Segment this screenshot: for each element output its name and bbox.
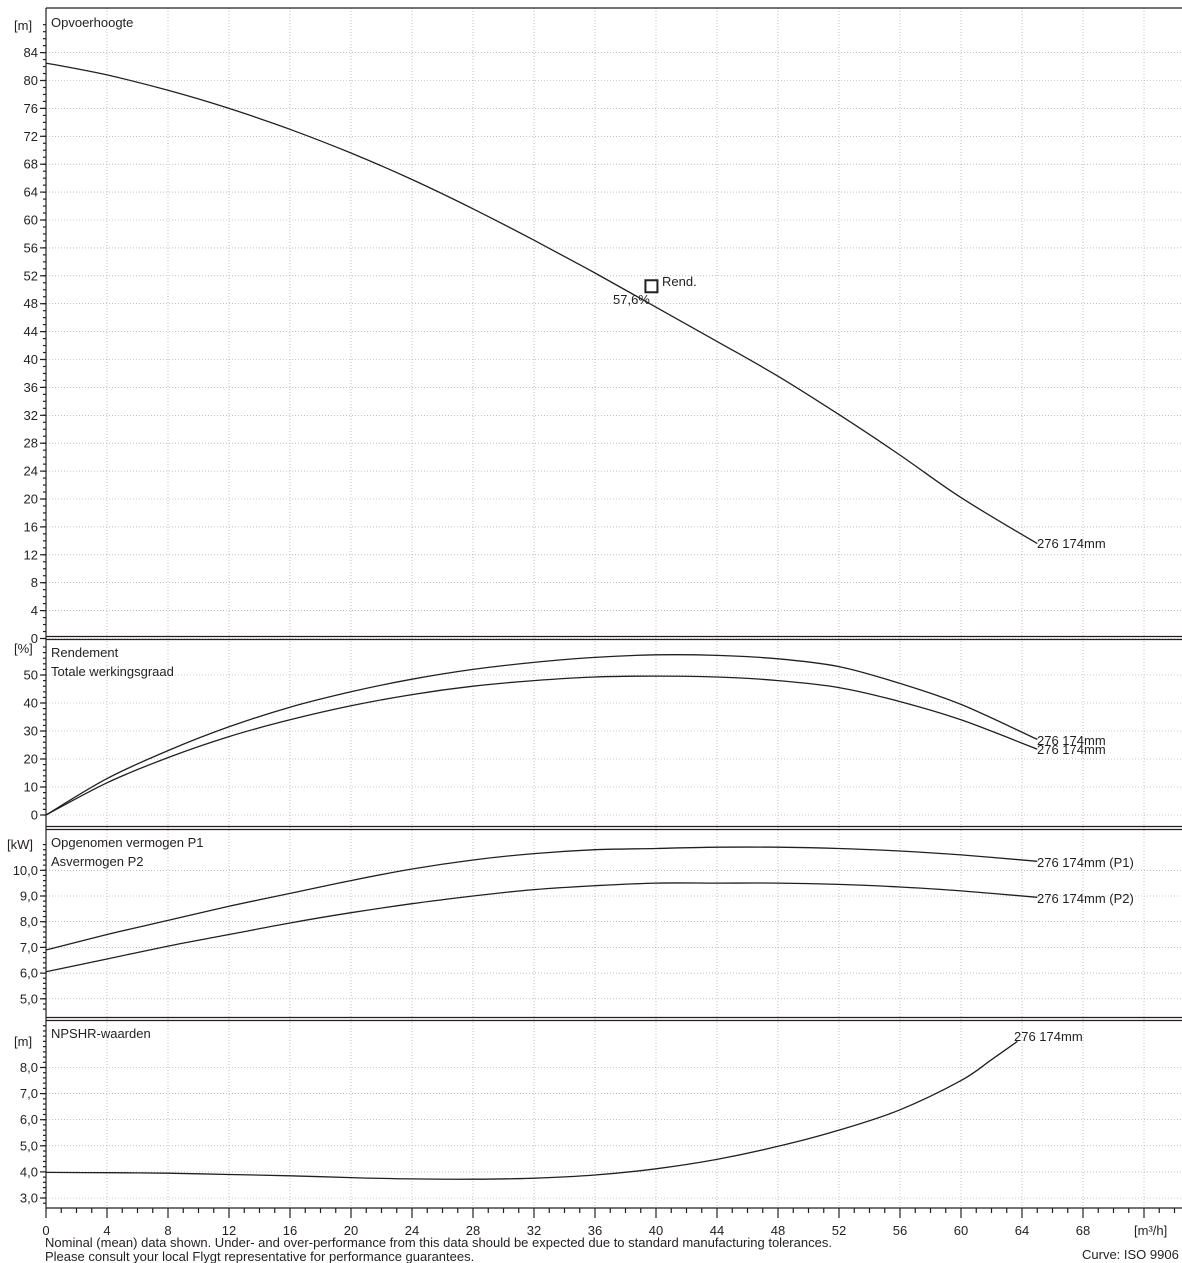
x-tick-label: 12 [222, 1223, 236, 1238]
y-tick-label: 3,0 [20, 1191, 38, 1206]
x-tick-label: 20 [344, 1223, 358, 1238]
y-tick-label: 32 [24, 408, 38, 423]
series-line [45, 675, 1038, 816]
y-tick-label: 4,0 [20, 1164, 38, 1179]
operating-point-value: 57,6% [613, 292, 650, 307]
footnote-line-2: Please consult your local Flygt represen… [45, 1249, 474, 1263]
y-unit-npshr: [m] [14, 1034, 32, 1049]
x-tick-label: 0 [42, 1223, 49, 1238]
x-tick-label: 32 [527, 1223, 541, 1238]
panel-title-power: Opgenomen vermogen P1 [51, 835, 203, 850]
y-tick-label: 12 [24, 547, 38, 562]
panel-subtitle-power: Asvermogen P2 [51, 854, 144, 869]
y-tick-label: 50 [24, 668, 38, 683]
operating-point-label: Rend. [662, 274, 697, 289]
y-tick-label: 6,0 [20, 966, 38, 981]
y-tick-label: 64 [24, 185, 38, 200]
y-tick-label: 9,0 [20, 889, 38, 904]
x-tick-label: 68 [1076, 1223, 1090, 1238]
y-unit-power: [kW] [7, 837, 33, 852]
y-tick-label: 6,0 [20, 1112, 38, 1127]
y-tick-label: 48 [24, 296, 38, 311]
x-tick-label: 36 [588, 1223, 602, 1238]
y-tick-label: 5,0 [20, 991, 38, 1006]
series-line [45, 654, 1038, 816]
x-tick-label: 40 [649, 1223, 663, 1238]
x-tick-label: 16 [283, 1223, 297, 1238]
y-tick-label: 10 [24, 780, 38, 795]
series-label-power-p1: 276 174mm (P1) [1037, 855, 1134, 870]
y-tick-label: 68 [24, 157, 38, 172]
panel-subtitle-efficiency: Totale werkingsgraad [51, 664, 174, 679]
series-label-power-p2: 276 174mm (P2) [1037, 891, 1134, 906]
series-label-npshr: 276 174mm [1014, 1029, 1083, 1044]
series-label-efficiency-total: 276 174mm [1037, 742, 1106, 757]
x-tick-label: 64 [1015, 1223, 1029, 1238]
y-tick-label: 72 [24, 129, 38, 144]
y-tick-label: 7,0 [20, 1086, 38, 1101]
operating-point-marker [644, 279, 659, 294]
curve-standard: Curve: ISO 9906 [1082, 1247, 1179, 1262]
panel-title-head: Opvoerhoogte [51, 15, 133, 30]
y-tick-label: 30 [24, 724, 38, 739]
y-tick-label: 7,0 [20, 940, 38, 955]
y-tick-label: 10,0 [13, 863, 38, 878]
y-tick-label: 24 [24, 464, 38, 479]
y-tick-label: 20 [24, 492, 38, 507]
panel-title-npshr: NPSHR-waarden [51, 1026, 151, 1041]
y-tick-label: 0 [31, 808, 38, 823]
y-tick-label: 52 [24, 268, 38, 283]
x-tick-label: 60 [954, 1223, 968, 1238]
y-tick-label: 84 [24, 45, 38, 60]
series-line [45, 882, 1038, 973]
y-tick-label: 8,0 [20, 914, 38, 929]
x-tick-label: 44 [710, 1223, 724, 1238]
x-tick-label: 8 [164, 1223, 171, 1238]
y-tick-label: 8,0 [20, 1060, 38, 1075]
y-tick-label: 76 [24, 101, 38, 116]
y-tick-label: 5,0 [20, 1138, 38, 1153]
y-tick-label: 44 [24, 324, 38, 339]
x-axis-unit: [m³/h] [1134, 1223, 1167, 1238]
y-tick-label: 40 [24, 352, 38, 367]
x-tick-label: 28 [466, 1223, 480, 1238]
y-tick-label: 20 [24, 752, 38, 767]
axis-layer [40, 7, 1182, 1218]
series-line [45, 1040, 1018, 1180]
y-tick-label: 60 [24, 213, 38, 228]
y-tick-label: 0 [31, 631, 38, 646]
curve-layer [45, 62, 1038, 1180]
x-tick-label: 48 [771, 1223, 785, 1238]
y-tick-label: 16 [24, 519, 38, 534]
y-unit-efficiency: [%] [14, 641, 33, 656]
y-tick-label: 56 [24, 240, 38, 255]
y-tick-label: 80 [24, 73, 38, 88]
grid-layer [46, 8, 1182, 1208]
y-tick-label: 40 [24, 696, 38, 711]
series-label-head: 276 174mm [1037, 536, 1106, 551]
panel-title-efficiency: Rendement [51, 645, 119, 660]
y-tick-label: 4 [31, 603, 38, 618]
label-layer: 0 4 8 12 16 20 24 28 32 36 40 44 48 52 56 60 64 680481216… [13, 45, 1091, 1238]
series-label-efficiency-pump: 276 174mm [1037, 733, 1106, 748]
footnote-line-1: Nominal (mean) data shown. Under- and ov… [45, 1235, 832, 1250]
series-line [45, 846, 1038, 951]
x-tick-label: 24 [405, 1223, 419, 1238]
y-unit-head: [m] [14, 18, 32, 33]
x-tick-label: 4 [103, 1223, 110, 1238]
y-tick-label: 8 [31, 575, 38, 590]
y-tick-label: 36 [24, 380, 38, 395]
x-tick-label: 52 [832, 1223, 846, 1238]
x-tick-label: 56 [893, 1223, 907, 1238]
y-tick-label: 28 [24, 436, 38, 451]
series-line [45, 62, 1038, 545]
